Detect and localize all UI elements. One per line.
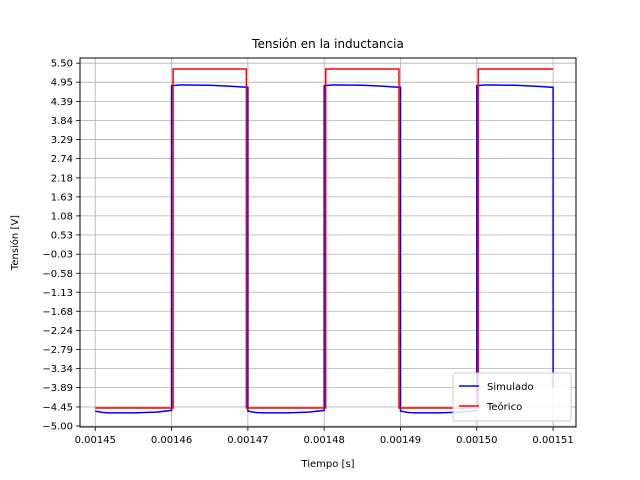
y-axis-label: Tensión [V] <box>9 215 21 271</box>
series-line-1 <box>95 68 554 409</box>
y-tick-label: −0.58 <box>42 269 73 280</box>
y-tick-label: −2.24 <box>42 326 73 337</box>
y-tick-label: 1.08 <box>51 211 73 222</box>
y-tick-label: 0.53 <box>51 230 73 241</box>
y-tick-label: 2.18 <box>51 173 73 184</box>
x-tick-label: 0.00147 <box>227 435 268 446</box>
y-tick-label: 2.74 <box>51 154 73 165</box>
y-tick-label: 5.50 <box>51 59 73 70</box>
y-tick-label: 4.39 <box>51 97 73 108</box>
y-tick-label: 1.63 <box>51 192 73 203</box>
y-tick-label: −4.45 <box>42 402 73 413</box>
legend-label-teorico: Teórico <box>486 401 522 413</box>
grid <box>80 58 576 427</box>
x-tick-label: 0.00148 <box>304 435 345 446</box>
y-tick-label: −5.00 <box>42 421 73 432</box>
y-tick-label: 3.29 <box>51 135 73 146</box>
y-tick-label: 3.84 <box>51 116 73 127</box>
x-tick-label: 0.00151 <box>532 435 573 446</box>
y-tick-label: −3.34 <box>42 364 73 375</box>
x-tick-label: 0.00149 <box>380 435 421 446</box>
y-tick-label: 4.95 <box>51 78 73 89</box>
chart-title: Tensión en la inductancia <box>251 37 404 51</box>
series-line-0 <box>95 84 554 414</box>
plot-frame <box>79 57 577 428</box>
legend-label-simulado: Simulado <box>487 382 534 393</box>
legend: Simulado Teórico <box>452 372 572 422</box>
x-axis-label: Tiempo [s] <box>300 459 354 470</box>
y-tick-label: −1.13 <box>42 288 73 299</box>
y-tick-label: −2.79 <box>42 345 73 356</box>
x-tick-label: 0.00150 <box>456 435 497 446</box>
x-tick-label: 0.00146 <box>151 435 192 446</box>
x-tick-label: 0.00145 <box>75 435 116 446</box>
y-tick-label: −0.03 <box>42 250 73 261</box>
y-tick-label: −1.68 <box>42 307 73 318</box>
y-axis: −5.00 −4.45 −3.89 −3.34 −2.79 −2.24 −1.68 −1.13… <box>42 59 80 432</box>
plot-series <box>95 68 554 414</box>
legend-box <box>452 372 572 422</box>
y-tick-label: −3.89 <box>42 383 73 394</box>
x-axis: 0.00145 0.00146 0.00147 0.00148 0.00149 0.001… <box>75 427 574 446</box>
